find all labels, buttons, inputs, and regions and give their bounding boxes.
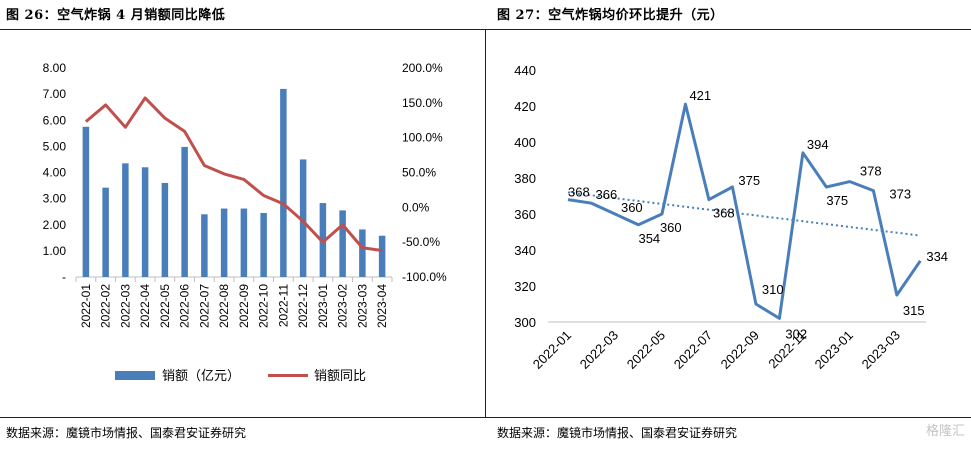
price-data-label: 378	[860, 164, 882, 179]
x-tick-label: 2022-05	[158, 284, 172, 328]
x-tick-label: 2022-06	[178, 284, 192, 328]
price-x-tick-label: 2022-05	[624, 328, 668, 372]
sales-bar	[141, 167, 149, 277]
sales-bar	[220, 208, 228, 277]
left-chart-title: 图 26：空气炸锅 4 月销额同比降低	[6, 8, 226, 23]
x-tick-label: 2023-03	[355, 284, 369, 328]
sales-bar	[260, 212, 267, 277]
sales-bar	[280, 88, 287, 278]
price-y-tick-label: 300	[514, 315, 536, 330]
x-tick-label: 2022-04	[138, 284, 152, 328]
left-y-tick-label: 5.00	[43, 139, 67, 153]
price-data-label: 368	[713, 206, 735, 221]
left-source-note: 数据来源：魔镜市场情报、国泰君安证券研究	[6, 426, 247, 440]
right-y-tick-label: -100.0%	[402, 270, 447, 284]
sales-bar	[299, 159, 307, 277]
x-tick-label: 2023-02	[336, 284, 350, 328]
x-tick-label: 2022-08	[217, 284, 231, 328]
right-y-tick-label: 100.0%	[402, 131, 443, 145]
right-y-tick-label: 50.0%	[402, 166, 436, 180]
price-x-tick-label: 2023-01	[812, 328, 856, 372]
price-x-tick-label: 2022-03	[577, 328, 621, 372]
price-data-label: 366	[595, 187, 617, 202]
price-data-label: 375	[738, 173, 760, 188]
price-data-label: 334	[926, 249, 948, 264]
watermark-logo: 格隆汇	[925, 424, 965, 439]
bottom-divider	[0, 417, 971, 418]
sales-bar	[359, 229, 366, 277]
left-y-tick-label: 6.00	[43, 113, 67, 127]
price-data-label: 354	[638, 231, 660, 246]
price-line	[567, 102, 922, 320]
price-data-label: 373	[889, 187, 911, 202]
yoy-line	[84, 96, 383, 253]
left-y-tick-label: 3.00	[43, 192, 67, 206]
price-data-label: 310	[762, 282, 784, 297]
left-y-tick-label: 2.00	[43, 218, 67, 232]
trend-line	[567, 191, 921, 237]
price-y-tick-label: 360	[514, 207, 536, 222]
left-y-tick-label: 7.00	[43, 87, 67, 101]
sales-bar	[122, 163, 129, 277]
sales-bar	[240, 208, 248, 277]
x-tick-label: 2022-11	[276, 284, 290, 327]
price-data-label: 368	[568, 185, 590, 200]
price-data-label: 315	[903, 303, 925, 318]
x-tick-label: 2022-10	[257, 284, 271, 328]
price-x-tick-label: 2022-07	[671, 328, 715, 372]
right-y-tick-label: 150.0%	[402, 96, 443, 110]
right-source-note: 数据来源：魔镜市场情报、国泰君安证券研究	[497, 426, 738, 440]
left-y-tick-label: 4.00	[43, 166, 67, 180]
x-tick-label: 2022-01	[79, 284, 93, 328]
sales-bar	[339, 210, 346, 277]
price-data-label: 394	[807, 137, 829, 152]
price-y-tick-label: 380	[514, 171, 536, 186]
left-y-tick-label: 8.00	[43, 61, 67, 75]
price-x-tick-label: 2022-09	[718, 328, 762, 372]
sales-chart: - 1.00 2.00 3.00 4.00 5.00 6.00 7.00 8.00 -100.0%…	[43, 61, 447, 383]
legend-bar-swatch	[115, 371, 155, 380]
price-data-label: 360	[660, 220, 682, 235]
price-x-tick-label: 2022-01	[530, 328, 574, 372]
price-x-tick-label: 2023-03	[859, 328, 903, 372]
x-tick-label: 2022-12	[296, 284, 310, 328]
x-tick-label: 2023-01	[316, 284, 330, 328]
left-y-tick-label: 1.00	[43, 244, 67, 258]
right-y-tick-label: 0.0%	[402, 200, 430, 214]
x-tick-label: 2023-04	[375, 284, 389, 328]
price-y-tick-label: 340	[514, 243, 536, 258]
price-data-label: 360	[621, 200, 643, 215]
legend-line-label: 销额同比	[314, 368, 366, 383]
sales-bar	[181, 146, 188, 277]
sales-bar	[82, 126, 90, 277]
price-y-tick-label: 420	[514, 99, 536, 114]
price-y-tick-label: 400	[514, 135, 536, 150]
legend-bar-label: 销额（亿元）	[162, 368, 240, 383]
price-y-tick-label: 320	[514, 279, 536, 294]
price-y-tick-label: 440	[514, 63, 536, 78]
sales-bar	[161, 182, 169, 277]
panel-divider	[485, 29, 486, 417]
price-data-label: 421	[689, 88, 711, 103]
price-data-label: 302	[785, 326, 807, 341]
sales-bar	[102, 187, 109, 277]
x-tick-label: 2022-03	[118, 284, 132, 328]
left-y-tick-label: -	[62, 270, 66, 284]
sales-bar	[378, 235, 386, 277]
x-tick-label: 2022-02	[99, 284, 113, 328]
sales-bar	[201, 214, 208, 277]
right-chart-title: 图 27：空气炸锅均价环比提升（元）	[497, 8, 724, 23]
x-tick-label: 2022-07	[197, 284, 211, 328]
x-tick-label: 2022-09	[237, 284, 251, 328]
price-data-label: 375	[826, 193, 848, 208]
right-y-tick-label: 200.0%	[402, 61, 443, 75]
right-y-tick-label: -50.0%	[402, 235, 440, 249]
